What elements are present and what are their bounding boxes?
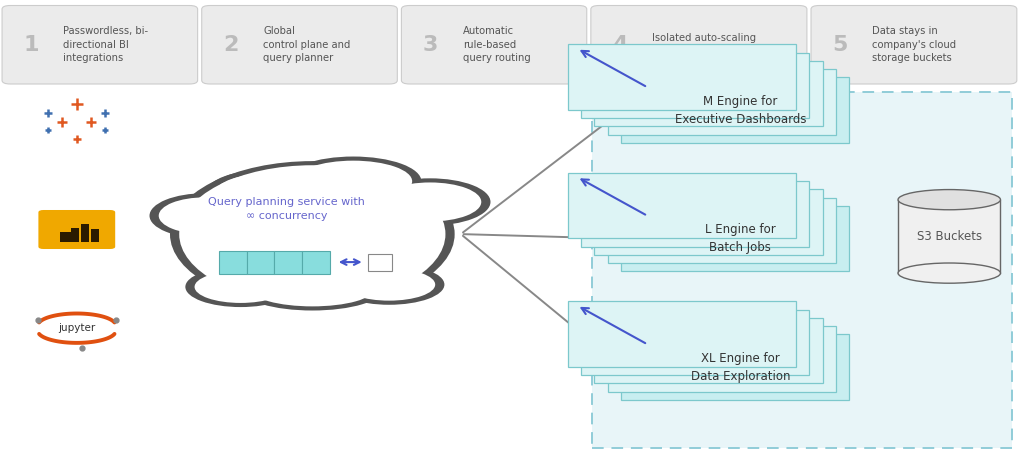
Ellipse shape	[179, 165, 445, 303]
Ellipse shape	[370, 178, 490, 225]
Ellipse shape	[343, 269, 435, 301]
Bar	[60, 232, 71, 242]
FancyBboxPatch shape	[581, 181, 809, 247]
Ellipse shape	[285, 157, 422, 206]
Ellipse shape	[159, 197, 251, 234]
Ellipse shape	[334, 264, 444, 305]
Text: 5: 5	[833, 35, 848, 55]
Ellipse shape	[206, 169, 337, 217]
Bar	[91, 229, 99, 242]
Bar	[898, 200, 1000, 273]
FancyBboxPatch shape	[202, 6, 397, 84]
FancyBboxPatch shape	[607, 197, 836, 263]
Ellipse shape	[898, 263, 1000, 283]
FancyBboxPatch shape	[581, 309, 809, 375]
FancyBboxPatch shape	[607, 326, 836, 392]
FancyBboxPatch shape	[247, 251, 274, 274]
Text: Data stays in
company's cloud
storage buckets: Data stays in company's cloud storage bu…	[872, 26, 956, 63]
Ellipse shape	[185, 267, 296, 307]
FancyBboxPatch shape	[567, 173, 796, 239]
FancyBboxPatch shape	[2, 6, 198, 84]
Ellipse shape	[150, 193, 260, 238]
FancyBboxPatch shape	[621, 206, 849, 272]
Bar	[81, 224, 89, 242]
FancyBboxPatch shape	[621, 334, 849, 400]
FancyBboxPatch shape	[401, 6, 587, 84]
FancyBboxPatch shape	[594, 61, 822, 127]
Text: Passwordless, bi-
directional BI
integrations: Passwordless, bi- directional BI integra…	[63, 26, 148, 63]
Text: Automatic
rule-based
query routing: Automatic rule-based query routing	[463, 26, 530, 63]
Ellipse shape	[295, 161, 412, 202]
Ellipse shape	[215, 174, 328, 212]
Text: 4: 4	[612, 35, 628, 55]
Ellipse shape	[242, 268, 383, 310]
Text: L Engine for
Batch Jobs: L Engine for Batch Jobs	[705, 223, 776, 254]
FancyBboxPatch shape	[811, 6, 1017, 84]
Ellipse shape	[170, 161, 455, 307]
Bar	[71, 228, 79, 242]
Text: XL Engine for
Data Exploration: XL Engine for Data Exploration	[690, 352, 791, 383]
FancyBboxPatch shape	[621, 77, 849, 143]
FancyBboxPatch shape	[607, 69, 836, 135]
Text: 1: 1	[24, 35, 39, 55]
Text: jupyter: jupyter	[58, 323, 95, 333]
FancyBboxPatch shape	[594, 318, 822, 384]
Text: M Engine for
Executive Dashboards: M Engine for Executive Dashboards	[675, 95, 806, 126]
Text: Query planning service with
∞ concurrency: Query planning service with ∞ concurrenc…	[208, 197, 366, 221]
FancyBboxPatch shape	[581, 53, 809, 118]
FancyBboxPatch shape	[39, 210, 115, 249]
Text: 3: 3	[423, 35, 438, 55]
FancyBboxPatch shape	[368, 254, 392, 271]
Ellipse shape	[379, 182, 481, 221]
FancyBboxPatch shape	[591, 6, 807, 84]
Text: Isolated auto-scaling
execution engines: Isolated auto-scaling execution engines	[652, 33, 757, 56]
Text: 2: 2	[223, 35, 239, 55]
FancyBboxPatch shape	[219, 251, 247, 274]
Ellipse shape	[251, 272, 374, 307]
FancyBboxPatch shape	[592, 92, 1012, 448]
FancyBboxPatch shape	[594, 190, 822, 255]
FancyBboxPatch shape	[302, 251, 330, 274]
Ellipse shape	[898, 190, 1000, 210]
Ellipse shape	[195, 271, 287, 303]
FancyBboxPatch shape	[567, 301, 796, 367]
Text: S3 Buckets: S3 Buckets	[916, 230, 982, 243]
Text: Global
control plane and
query planner: Global control plane and query planner	[263, 26, 350, 63]
FancyBboxPatch shape	[274, 251, 302, 274]
FancyBboxPatch shape	[567, 45, 796, 110]
